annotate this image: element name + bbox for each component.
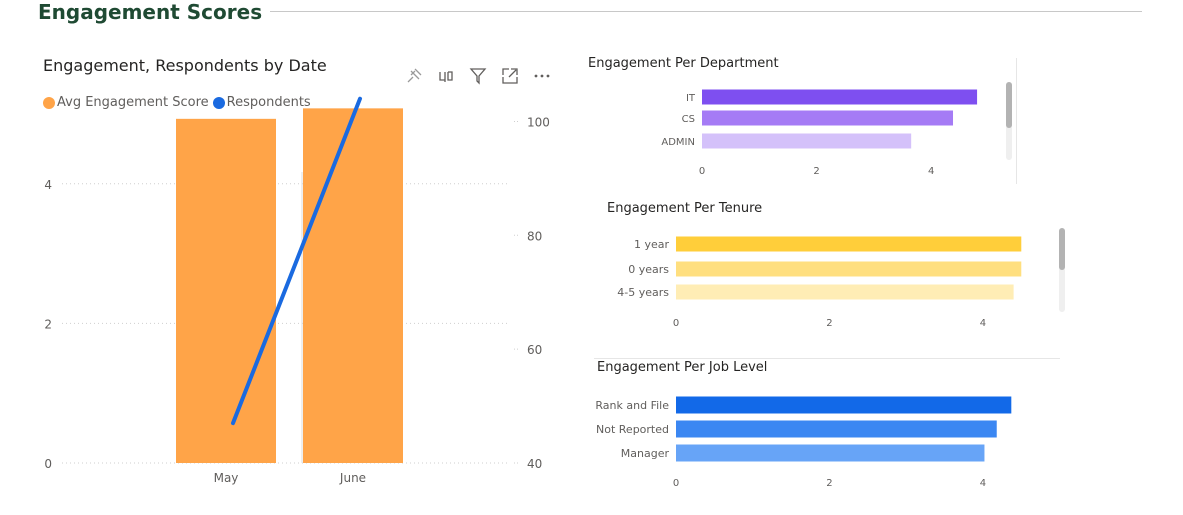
title-divider bbox=[270, 11, 1142, 12]
category-label: CS bbox=[682, 114, 695, 125]
job-panel-top-border bbox=[594, 358, 1060, 359]
bar-1-year bbox=[676, 236, 1022, 252]
tenure-bar-chart: 1 year 0 years 4-5 years 0 2 4 bbox=[617, 236, 1022, 329]
legend-dot-orange bbox=[43, 96, 55, 109]
x-tick-label: 4 bbox=[928, 166, 934, 177]
bar-avg-engagement bbox=[303, 108, 403, 463]
right-tick-label: 100 bbox=[527, 115, 550, 129]
bar-4-5-years bbox=[676, 284, 1014, 300]
bar-not-reported bbox=[676, 420, 997, 438]
tenure-scrollbar-track[interactable] bbox=[1059, 228, 1065, 312]
category-label: Manager bbox=[621, 447, 670, 460]
bar-avg-engagement bbox=[176, 118, 276, 463]
tenure-scrollbar-thumb[interactable] bbox=[1059, 228, 1065, 270]
x-tick-label: 2 bbox=[813, 166, 819, 177]
bar-manager bbox=[676, 444, 985, 462]
x-tick-label: 2 bbox=[826, 318, 832, 329]
right-tick-label: 80 bbox=[527, 229, 542, 243]
focus-mode-icon[interactable] bbox=[500, 66, 520, 86]
main-combo-chart: 0 2 4 40 60 80 100 May June bbox=[44, 96, 550, 485]
dept-panel-right-border bbox=[1016, 58, 1017, 184]
line-respondents bbox=[231, 96, 362, 426]
legend-label-respondents: Respondents bbox=[226, 95, 311, 110]
bar-admin bbox=[702, 133, 912, 149]
x-tick-label: 4 bbox=[980, 478, 986, 489]
x-tick-label: 4 bbox=[980, 318, 986, 329]
category-label: 4-5 years bbox=[617, 286, 669, 299]
dept-bar-chart: IT CS ADMIN 0 2 4 bbox=[661, 89, 978, 177]
legend-item-avg-engagement[interactable]: Avg Engagement Score bbox=[43, 95, 209, 110]
job-chart-title: Engagement Per Job Level bbox=[597, 360, 768, 375]
more-options-icon[interactable] bbox=[532, 66, 552, 86]
filter-icon[interactable] bbox=[468, 66, 488, 86]
legend-label-avg-engagement: Avg Engagement Score bbox=[57, 95, 209, 110]
x-tick-label: 2 bbox=[826, 478, 832, 489]
main-chart-legend: Avg Engagement Score Respondents bbox=[43, 95, 315, 110]
left-tick-label: 4 bbox=[44, 178, 52, 192]
tenure-chart-title: Engagement Per Tenure bbox=[607, 201, 763, 216]
job-bar-chart: Rank and File Not Reported Manager 0 2 4 bbox=[595, 396, 1012, 489]
legend-item-respondents[interactable]: Respondents bbox=[212, 95, 311, 110]
bar-it bbox=[702, 89, 978, 105]
right-tick-label: 60 bbox=[527, 343, 542, 357]
category-label: ADMIN bbox=[661, 137, 695, 148]
dept-chart-title: Engagement Per Department bbox=[588, 56, 779, 71]
bar-cs bbox=[702, 110, 954, 126]
category-label: 1 year bbox=[634, 238, 670, 251]
visual-toolbar bbox=[404, 66, 552, 86]
dept-scrollbar-thumb[interactable] bbox=[1006, 82, 1012, 128]
category-label: Not Reported bbox=[596, 423, 669, 436]
left-tick-label: 2 bbox=[44, 317, 52, 331]
right-tick-label: 40 bbox=[527, 457, 542, 471]
category-label: Rank and File bbox=[595, 399, 669, 412]
legend-dot-blue bbox=[212, 96, 225, 109]
x-tick-label: 0 bbox=[673, 478, 679, 489]
pin-icon[interactable] bbox=[404, 66, 424, 86]
x-tick-label: June bbox=[339, 471, 366, 485]
category-label: 0 years bbox=[628, 263, 669, 276]
bar-rank-and-file bbox=[676, 396, 1012, 414]
left-tick-label: 0 bbox=[44, 457, 52, 471]
page-title: Engagement Scores bbox=[38, 0, 263, 24]
main-chart-title: Engagement, Respondents by Date bbox=[43, 56, 327, 75]
x-tick-label: 0 bbox=[673, 318, 679, 329]
x-tick-label: May bbox=[214, 471, 239, 485]
bar-0-years bbox=[676, 261, 1022, 277]
copy-visual-icon[interactable] bbox=[436, 66, 456, 86]
x-tick-label: 0 bbox=[699, 166, 705, 177]
category-label: IT bbox=[686, 93, 696, 104]
